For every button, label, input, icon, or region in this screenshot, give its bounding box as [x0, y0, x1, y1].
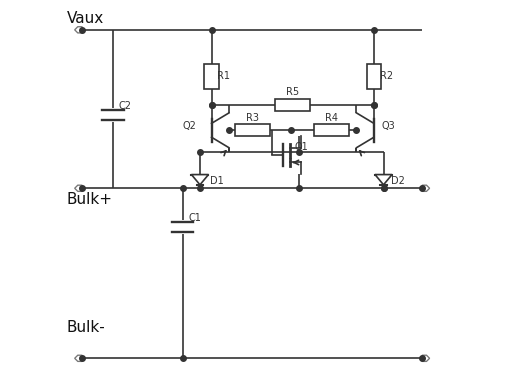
Text: R1: R1: [218, 71, 230, 81]
FancyBboxPatch shape: [314, 124, 349, 136]
Text: Bulk-: Bulk-: [67, 320, 105, 335]
Text: Q3: Q3: [381, 122, 395, 131]
Polygon shape: [422, 355, 430, 361]
Text: Q2: Q2: [182, 122, 196, 131]
Text: R5: R5: [286, 87, 300, 98]
FancyBboxPatch shape: [204, 64, 219, 89]
Polygon shape: [191, 174, 208, 185]
Polygon shape: [75, 185, 82, 191]
Text: C1: C1: [188, 213, 201, 223]
Polygon shape: [75, 355, 82, 361]
Polygon shape: [422, 185, 430, 191]
Text: Q1: Q1: [294, 142, 308, 152]
FancyBboxPatch shape: [275, 99, 310, 111]
Text: D1: D1: [209, 176, 223, 185]
FancyBboxPatch shape: [234, 124, 269, 136]
Text: R3: R3: [246, 113, 259, 123]
Text: C2: C2: [119, 101, 132, 111]
Text: R2: R2: [380, 71, 393, 81]
Polygon shape: [375, 174, 392, 185]
Text: Vaux: Vaux: [67, 11, 104, 26]
FancyBboxPatch shape: [367, 64, 381, 89]
Text: Bulk+: Bulk+: [67, 192, 113, 207]
Text: D2: D2: [391, 176, 405, 185]
Polygon shape: [75, 27, 82, 33]
Text: R4: R4: [325, 113, 338, 123]
